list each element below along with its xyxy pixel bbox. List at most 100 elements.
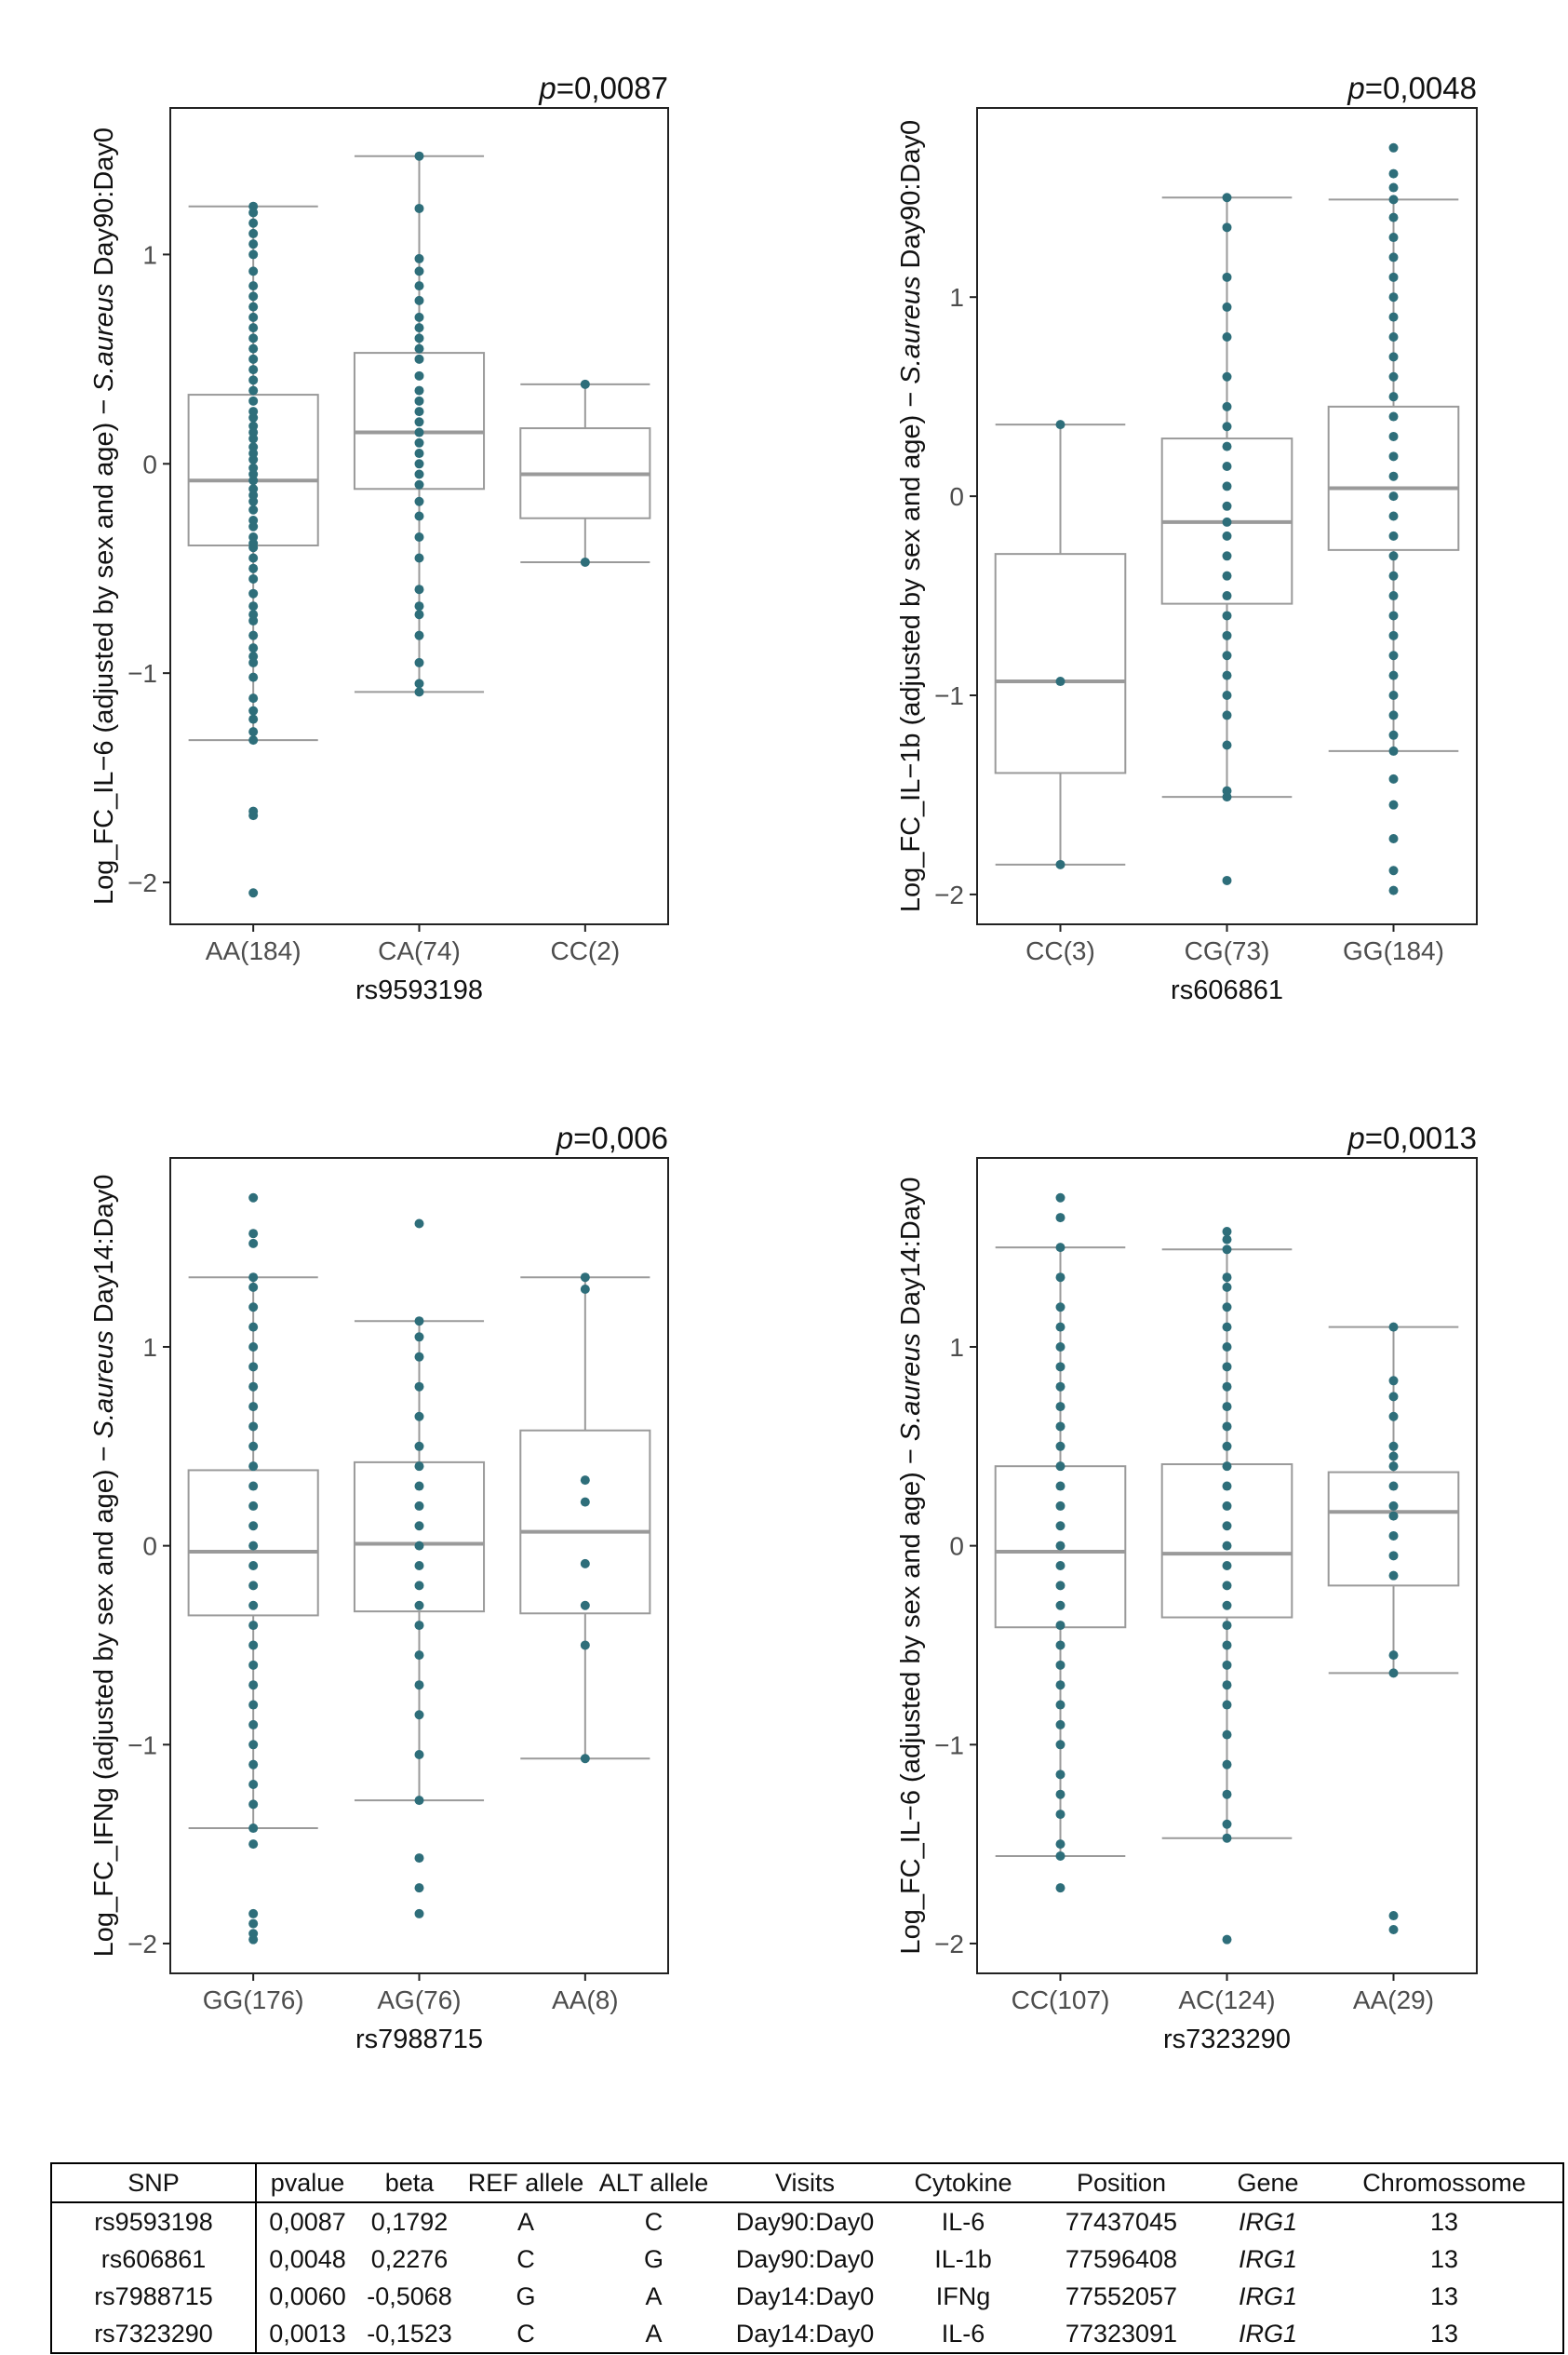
x-tick-label: AA(184) xyxy=(206,936,302,965)
data-point xyxy=(248,1581,259,1591)
data-point xyxy=(1388,1500,1399,1511)
data-point xyxy=(248,1322,259,1332)
data-point xyxy=(580,1475,590,1486)
header-pvalue: pvalue xyxy=(270,2168,345,2197)
cell-position: 77323091 xyxy=(1065,2319,1178,2348)
data-point xyxy=(248,1918,259,1929)
data-point xyxy=(1388,292,1399,303)
data-point xyxy=(1055,1700,1065,1710)
data-point xyxy=(1222,786,1232,796)
data-point xyxy=(1222,591,1232,601)
data-point xyxy=(248,706,259,716)
data-point xyxy=(248,806,259,816)
y-tick-label: −2 xyxy=(127,868,157,897)
data-point xyxy=(580,1558,590,1568)
data-point xyxy=(414,1541,424,1551)
data-point xyxy=(1222,531,1232,541)
y-tick-label: 1 xyxy=(949,1333,964,1362)
data-point xyxy=(1222,1600,1232,1610)
data-point xyxy=(248,1700,259,1710)
y-tick-label: 1 xyxy=(142,240,157,269)
data-point xyxy=(414,203,424,213)
y-axis-title-part: Day14:Day0 xyxy=(89,1175,119,1331)
data-point xyxy=(248,1680,259,1690)
y-axis-title-part: Log_FC_IL−6 (adjusted by sex and age) − xyxy=(896,1441,926,1954)
data-point xyxy=(1222,193,1232,203)
data-point xyxy=(1222,611,1232,621)
cell-ref-allele: C xyxy=(516,2244,535,2273)
header-ref-allele: REF allele xyxy=(467,2168,584,2197)
y-tick-label: 0 xyxy=(142,1532,157,1561)
data-point xyxy=(1222,1461,1232,1472)
cell-gene: IRG1 xyxy=(1238,2281,1298,2310)
data-point xyxy=(1222,371,1232,382)
data-point xyxy=(248,421,259,431)
data-point xyxy=(1388,331,1399,342)
data-point xyxy=(580,1640,590,1650)
data-point xyxy=(1222,1521,1232,1531)
data-point xyxy=(1388,1441,1399,1451)
data-point xyxy=(248,1640,259,1650)
data-point xyxy=(1388,272,1399,282)
y-axis-title: Log_FC_IL−6 (adjusted by sex and age) − … xyxy=(89,128,119,905)
table-header-row: SNP pvalue beta REF allele ALT allele Vi… xyxy=(51,2163,1563,2202)
data-point xyxy=(414,1908,424,1918)
cell-beta: -0,5068 xyxy=(367,2281,452,2310)
data-point xyxy=(414,1853,424,1864)
data-point xyxy=(248,1192,259,1203)
x-tick-label: CA(74) xyxy=(378,936,461,965)
data-point xyxy=(414,354,424,364)
data-point xyxy=(248,1719,259,1729)
table-row: rs606861 0,0048 0,2276 C G Day90:Day0 IL… xyxy=(51,2241,1563,2278)
data-point xyxy=(1222,1934,1232,1945)
data-point xyxy=(248,239,259,249)
data-point xyxy=(1388,1511,1399,1521)
data-point xyxy=(248,1362,259,1372)
data-point xyxy=(1222,1481,1232,1491)
data-point xyxy=(1222,331,1232,342)
p-value: =0,0013 xyxy=(1365,1121,1477,1155)
data-point xyxy=(1055,1441,1065,1451)
data-point xyxy=(1222,422,1232,432)
data-point xyxy=(1055,1421,1065,1432)
data-point xyxy=(1055,1213,1065,1223)
data-point xyxy=(1222,272,1232,282)
data-point xyxy=(248,354,259,364)
data-point xyxy=(248,888,259,898)
header-visits: Visits xyxy=(774,2168,836,2197)
data-point xyxy=(248,266,259,276)
data-point xyxy=(248,228,259,238)
data-point xyxy=(414,1441,424,1451)
cell-cytokine: IFNg xyxy=(935,2281,991,2310)
data-point xyxy=(1388,571,1399,581)
data-point xyxy=(414,1710,424,1720)
data-point xyxy=(248,312,259,322)
data-point xyxy=(1388,371,1399,382)
table-row: rs7323290 0,0013 -0,1523 C A Day14:Day0 … xyxy=(51,2315,1563,2353)
data-point xyxy=(1388,168,1399,179)
data-point xyxy=(248,1421,259,1432)
data-point xyxy=(1388,746,1399,756)
p-value-label: p=0,0013 xyxy=(1347,1121,1477,1155)
data-point xyxy=(1055,1789,1065,1799)
y-axis-title-part: Day90:Day0 xyxy=(89,128,119,284)
data-point xyxy=(414,1796,424,1806)
data-point xyxy=(414,1316,424,1326)
data-point xyxy=(1388,774,1399,784)
data-point xyxy=(1388,511,1399,521)
data-point xyxy=(414,1521,424,1531)
y-axis-title-species: S.aureus xyxy=(89,284,119,392)
data-point xyxy=(1388,1461,1399,1472)
data-point xyxy=(248,610,259,620)
cell-position: 77552057 xyxy=(1065,2281,1178,2310)
data-point xyxy=(414,532,424,542)
cell-visits: Day90:Day0 xyxy=(735,2244,875,2273)
data-point xyxy=(248,1302,259,1312)
table-row: rs9593198 0,0087 0,1792 A C Day90:Day0 I… xyxy=(51,2202,1563,2241)
data-point xyxy=(1222,462,1232,472)
data-point xyxy=(1388,1530,1399,1541)
data-point xyxy=(414,407,424,417)
data-point xyxy=(248,573,259,584)
data-point xyxy=(248,1799,259,1810)
cell-chromossome: 13 xyxy=(1429,2207,1459,2236)
